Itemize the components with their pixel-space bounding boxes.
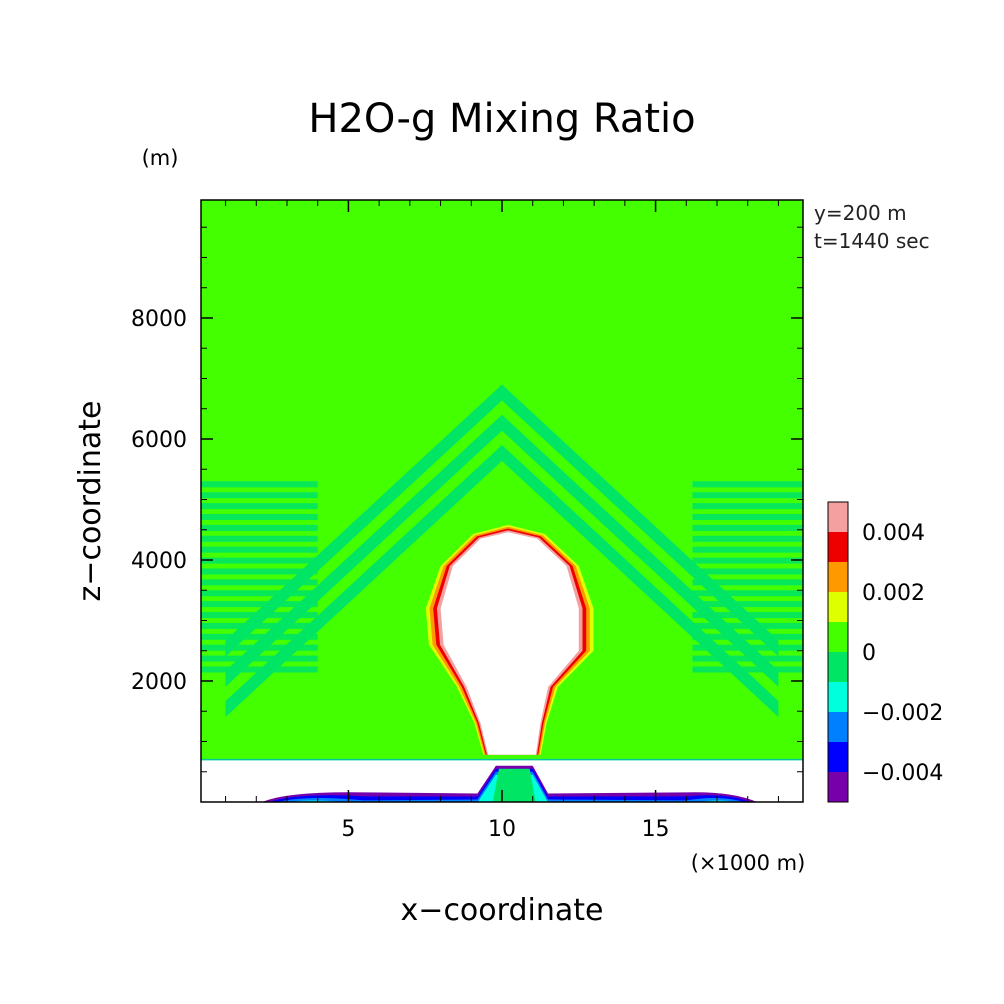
stripe-left-0 [201, 481, 318, 488]
y-tick-label-0: 2000 [131, 670, 187, 695]
x-tick-label-2: 15 [642, 817, 670, 842]
stripe-right-14 [692, 633, 803, 640]
stripe-left-14 [201, 633, 318, 640]
colorbar-tick-label-3: −0.002 [862, 701, 943, 726]
stripe-left-17 [201, 666, 318, 673]
x-axis-label: x−coordinate [401, 893, 604, 928]
contour-field [201, 200, 803, 802]
stripe-left-6 [201, 546, 318, 553]
stripe-left-5 [201, 535, 318, 542]
annotation-y: y=200 m [814, 201, 907, 225]
stripe-left-10 [201, 590, 318, 597]
stripe-left-1 [201, 492, 318, 499]
colorbar-tick-label-2: 0 [862, 641, 876, 666]
stripe-right-3 [692, 514, 803, 521]
x-tick-label-1: 10 [488, 817, 516, 842]
stripe-left-11 [201, 601, 318, 608]
colorbar-swatch-4 [828, 622, 848, 652]
stripe-right-4 [692, 524, 803, 531]
neck-fill [492, 768, 536, 802]
stripe-right-16 [692, 655, 803, 662]
y-tick-label-3: 8000 [131, 307, 187, 332]
x-unit-label: (×1000 m) [691, 851, 806, 875]
stripe-right-7 [692, 557, 803, 564]
colorbar-swatch-9 [828, 772, 848, 802]
colorbar-tick-label-1: 0.002 [862, 581, 925, 606]
stripe-right-11 [692, 601, 803, 608]
stripe-left-3 [201, 514, 318, 521]
stripe-right-13 [692, 622, 803, 629]
x-tick-label-0: 5 [341, 817, 355, 842]
stripe-right-8 [692, 568, 803, 575]
annotation-t: t=1440 sec [814, 229, 930, 253]
stripe-right-2 [692, 503, 803, 510]
stripe-left-16 [201, 655, 318, 662]
stripe-left-13 [201, 622, 318, 629]
stripe-left-7 [201, 557, 318, 564]
colorbar-swatch-3 [828, 592, 848, 622]
colorbar-swatch-1 [828, 532, 848, 562]
colorbar: 0.004 0.002 0 −0.002 −0.004 [827, 501, 943, 803]
axis-ticks: 5 10 15 2000 4000 6000 8000 [131, 200, 803, 842]
colorbar-tick-label-4: −0.004 [862, 761, 943, 786]
y-tick-label-2: 6000 [131, 428, 187, 453]
colorbar-swatch-0 [828, 502, 848, 532]
stripe-right-12 [692, 612, 803, 619]
y-unit-label: (m) [142, 146, 179, 170]
colorbar-swatch-6 [828, 682, 848, 712]
colorbar-tick-label-0: 0.004 [862, 521, 925, 546]
stripe-left-8 [201, 568, 318, 575]
y-tick-label-1: 4000 [131, 549, 187, 574]
colorbar-swatch-8 [828, 742, 848, 772]
y-axis-label: z−coordinate [73, 401, 108, 602]
colorbar-swatch-7 [828, 712, 848, 742]
stripe-right-15 [692, 644, 803, 651]
stripe-right-10 [692, 590, 803, 597]
colorbar-frame [827, 501, 849, 803]
stripe-right-6 [692, 546, 803, 553]
stripe-left-2 [201, 503, 318, 510]
stripe-right-1 [692, 492, 803, 499]
stripe-left-9 [201, 579, 318, 586]
stripe-right-5 [692, 535, 803, 542]
stripe-right-0 [692, 481, 803, 488]
stripe-right-17 [692, 666, 803, 673]
chart-title: H2O-g Mixing Ratio [308, 96, 695, 142]
stripe-left-4 [201, 524, 318, 531]
plume-core [440, 532, 579, 755]
stripe-left-12 [201, 612, 318, 619]
stripe-right-9 [692, 579, 803, 586]
colorbar-swatch-5 [828, 652, 848, 682]
stripe-left-15 [201, 644, 318, 651]
colorbar-swatch-2 [828, 562, 848, 592]
